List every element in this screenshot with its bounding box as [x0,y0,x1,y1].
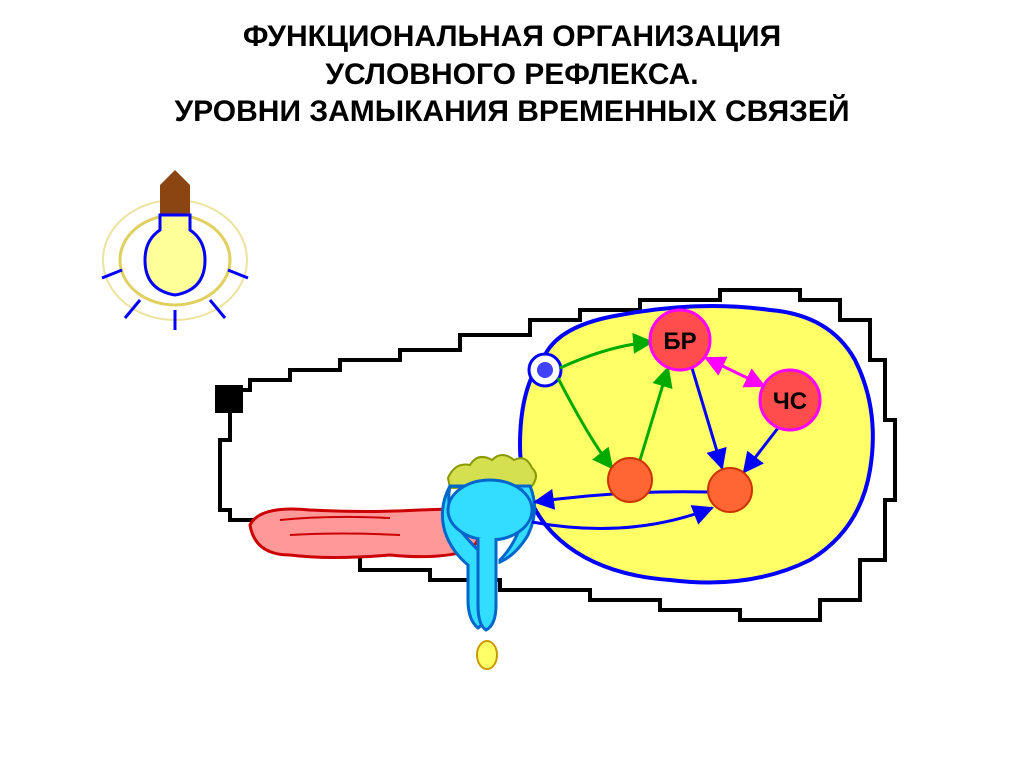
reflex-diagram: БР ЧС [0,160,1024,720]
lightbulb-icon [102,170,248,330]
eye [529,354,561,386]
title-line3: УРОВНИ ЗАМЫКАНИЯ ВРЕМЕННЫХ СВЯЗЕЙ [0,93,1024,131]
title-line1: ФУНКЦИОНАЛЬНАЯ ОРГАНИЗАЦИЯ [0,18,1024,56]
saliva-drop [477,641,497,669]
page-title: ФУНКЦИОНАЛЬНАЯ ОРГАНИЗАЦИЯ УСЛОВНОГО РЕФ… [0,0,1024,131]
node-sub1 [608,458,652,502]
title-line2: УСЛОВНОГО РЕФЛЕКСА. [0,56,1024,94]
node-br-label: БР [663,328,696,355]
node-us-label: ЧС [773,388,807,415]
node-sub2 [708,468,752,512]
